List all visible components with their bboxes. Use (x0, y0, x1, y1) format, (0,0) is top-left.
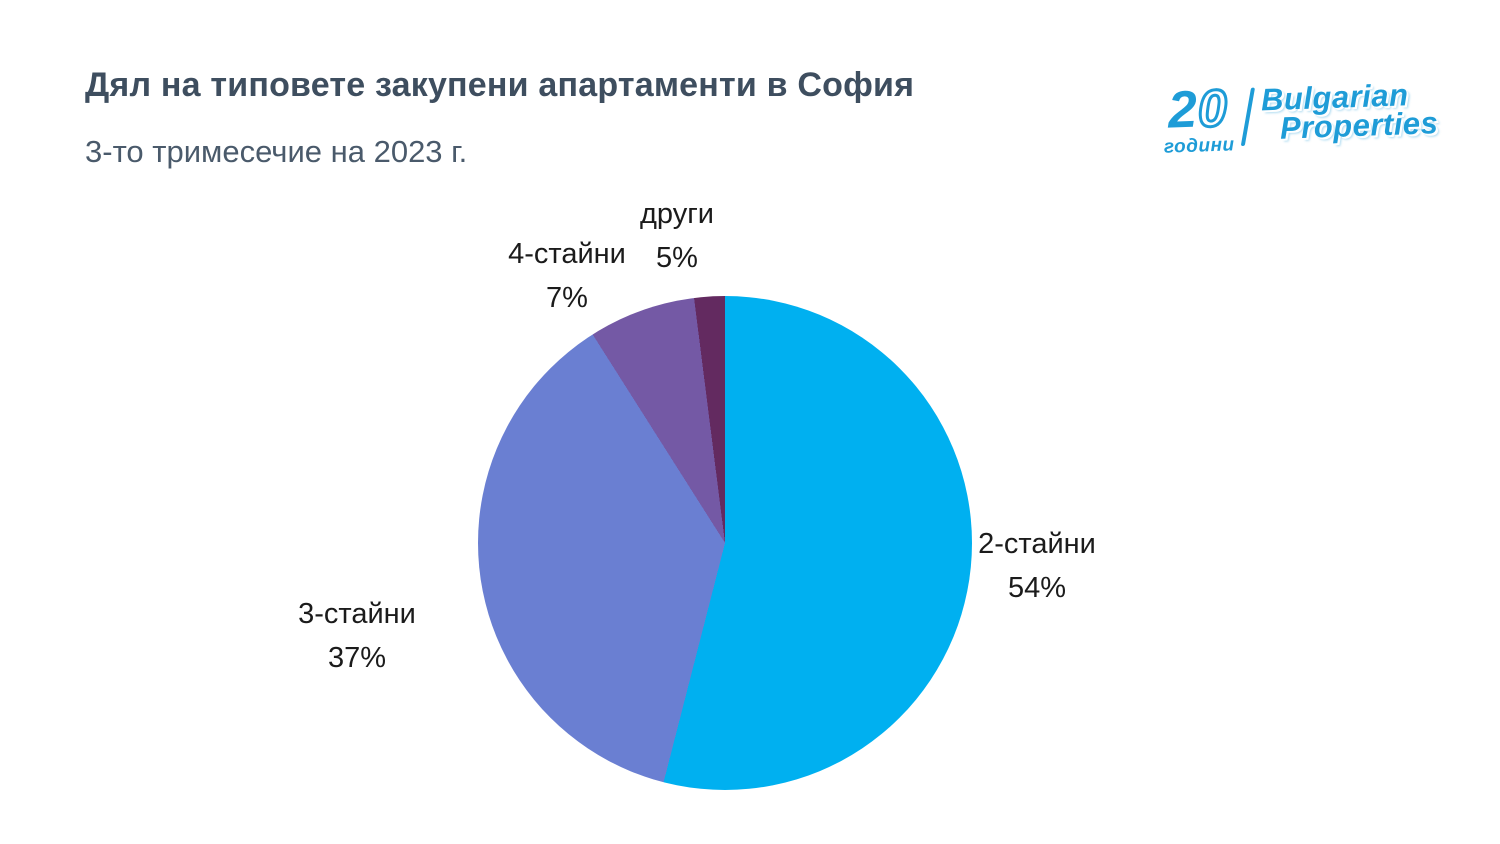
logo-20-years-block: 20 години (1162, 78, 1235, 159)
logo-digit-2: 2 (1166, 80, 1199, 140)
slice-name: 3-стайни (298, 598, 416, 630)
slice-name: други (639, 198, 715, 230)
pie-label-3-stayni: 3-стайни 37% (298, 592, 416, 680)
logo-20-number: 20 (1167, 78, 1230, 140)
logo-brand-line2: Properties (1279, 105, 1439, 147)
pie-chart (478, 296, 972, 790)
logo-digit-0: 0 (1195, 78, 1230, 140)
slice-name: 2-стайни (978, 528, 1096, 560)
logo-years-label: години (1163, 134, 1235, 158)
logo-divider (1240, 87, 1255, 147)
slice-percent: 54% (1007, 572, 1067, 605)
slice-percent: 5% (656, 242, 698, 275)
slice-percent: 7% (546, 282, 588, 315)
logo-brand-name: Bulgarian Properties (1260, 77, 1439, 147)
bulgarian-properties-logo: 20 години Bulgarian Properties (1162, 77, 1439, 159)
slice-percent: 37% (327, 642, 387, 675)
pie-label-2-stayni: 2-стайни 54% (978, 522, 1096, 610)
chart-title: Дял на типовете закупени апартаменти в С… (85, 66, 915, 104)
pie-label-drugi: други 5% (640, 192, 714, 280)
slice-name: 4-стайни (508, 238, 626, 270)
chart-subtitle: 3-то тримесечие на 2023 г. (85, 134, 468, 169)
pie-label-4-stayni: 4-стайни 7% (508, 232, 626, 320)
